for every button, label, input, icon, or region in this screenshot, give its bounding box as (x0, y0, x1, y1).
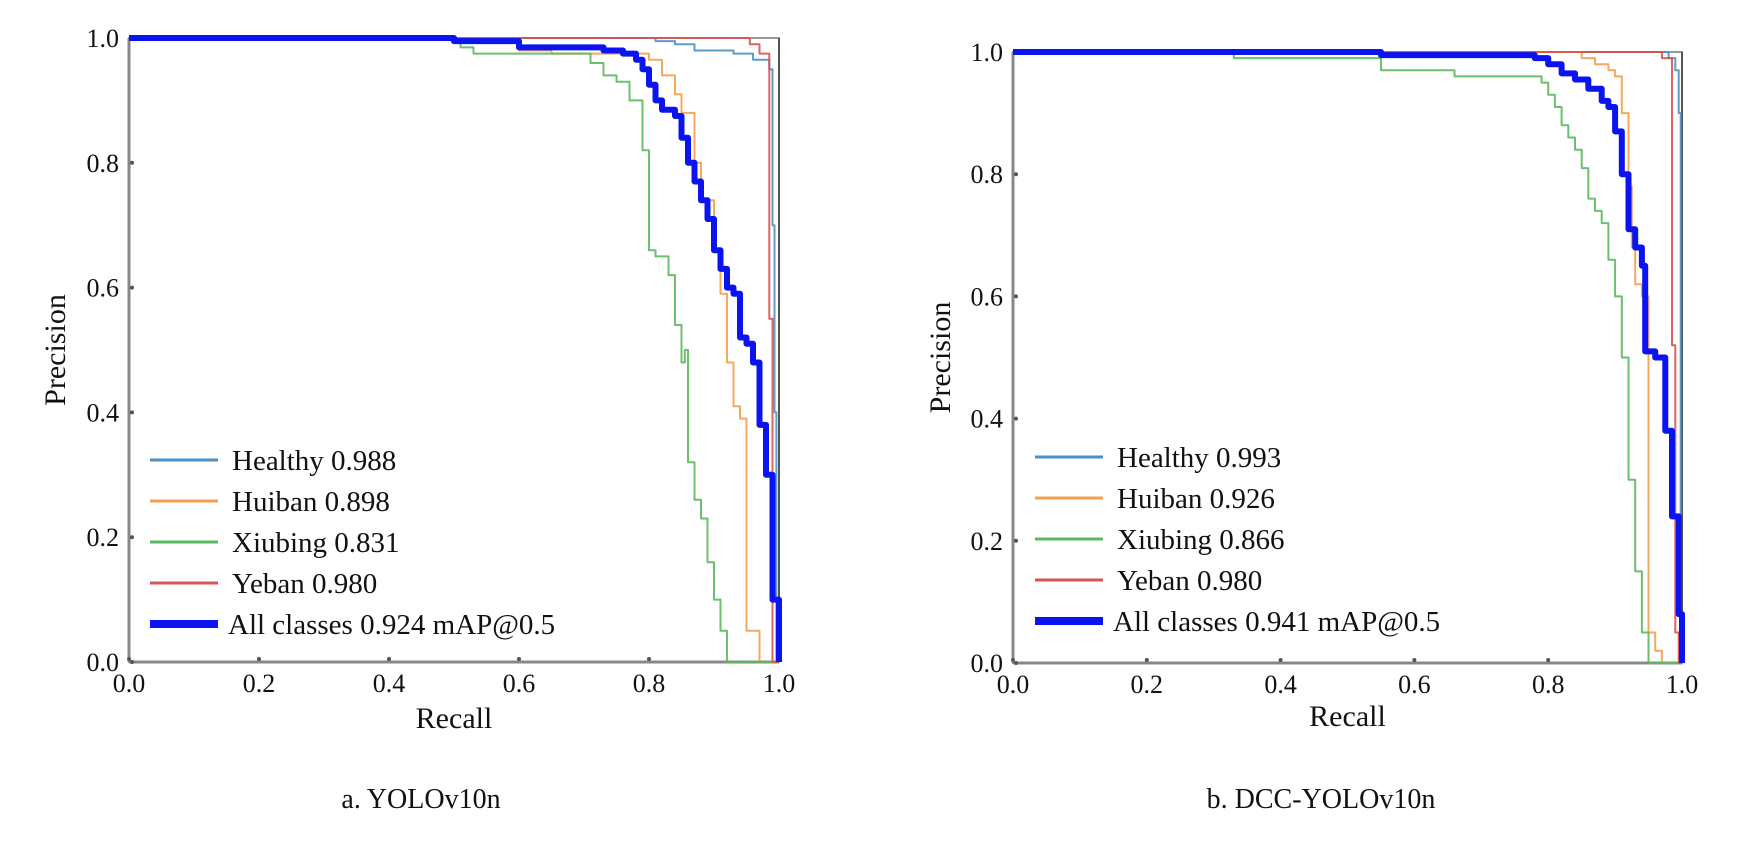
x-tick-mark (127, 657, 131, 661)
legend-label: Yeban 0.980 (232, 568, 377, 600)
x-tick-label: 0.4 (1264, 670, 1297, 699)
y-tick-label: 0.6 (971, 282, 1004, 311)
y-tick-mark (1014, 661, 1018, 665)
y-tick-mark (130, 410, 134, 415)
plot-frame (1012, 51, 1683, 664)
legend-label: All classes 0.941 mAP@0.5 (1113, 606, 1440, 638)
y-tick-mark (1014, 416, 1018, 421)
series-line-xiubing (129, 37, 779, 663)
x-tick-label: 0.2 (1131, 670, 1164, 699)
x-tick-label: 0.6 (1398, 670, 1431, 699)
panel-caption: b. DCC-YOLOv10n (1207, 784, 1436, 815)
y-tick-mark (130, 160, 134, 165)
x-tick-mark (1412, 658, 1417, 662)
x-tick-label: 0.2 (243, 669, 276, 698)
x-tick-mark (1278, 658, 1283, 662)
y-tick-label: 1.0 (971, 38, 1004, 67)
series-line-all-classes (129, 35, 782, 662)
y-axis-label: Precision (39, 294, 72, 406)
y-tick-mark (130, 535, 134, 540)
y-tick-label: 0.0 (971, 649, 1004, 678)
x-tick-mark (257, 657, 261, 661)
y-tick-label: 1.0 (87, 24, 120, 53)
y-tick-label: 0.8 (971, 160, 1004, 189)
x-tick-label: 1.0 (763, 669, 796, 698)
y-tick-label: 0.2 (87, 523, 120, 552)
legend-label: Yeban 0.980 (1117, 565, 1262, 597)
legend-label: All classes 0.924 mAP@0.5 (228, 609, 555, 641)
x-tick-mark (1144, 658, 1149, 662)
legend-label: Huiban 0.926 (1117, 483, 1275, 515)
series-line-healthy (129, 37, 779, 663)
x-tick-label: 0.8 (633, 669, 666, 698)
chart-panel-b: 0.0 0.2 0.4 0.6 0.8 1.0 0.0 0.2 0.4 0.6 0.8 1.0 Reca… (924, 38, 1698, 815)
series-line-healthy (1013, 51, 1682, 664)
legend: Healthy 0.993 Huiban 0.926 Xiubing 0.866 Ye… (1035, 442, 1440, 638)
chart-panel-a: 0.0 0.2 0.4 0.6 0.8 1.0 0.0 0.2 0.4 0.6 0.8 1.0 Reca… (39, 24, 795, 815)
y-tick-mark (1014, 294, 1018, 299)
series-line-huiban (1013, 51, 1682, 664)
x-tick-label: 0.0 (997, 670, 1030, 699)
x-axis-label: Recall (1309, 700, 1386, 733)
series-line-yeban (1013, 51, 1682, 664)
series-line-xiubing (1013, 51, 1682, 664)
y-tick-label: 0.4 (87, 398, 120, 427)
y-tick-mark (1014, 538, 1018, 543)
y-tick-mark (130, 660, 134, 664)
legend-label: Healthy 0.988 (232, 445, 396, 477)
y-tick-mark (1014, 172, 1018, 177)
x-tick-mark (1011, 658, 1015, 662)
y-tick-label: 0.8 (87, 149, 120, 178)
x-tick-label: 0.6 (503, 669, 536, 698)
series-line-all-classes (1013, 49, 1685, 663)
x-tick-mark (387, 657, 391, 661)
x-tick-label: 0.8 (1532, 670, 1565, 699)
y-tick-label: 0.2 (971, 527, 1004, 556)
y-tick-label: 0.0 (87, 648, 120, 677)
x-tick-label: 0.0 (113, 669, 146, 698)
x-axis-label: Recall (416, 702, 493, 735)
x-tick-mark (647, 657, 651, 661)
y-axis-label: Precision (924, 302, 957, 414)
legend-label: Xiubing 0.831 (232, 527, 400, 559)
legend-label: Xiubing 0.866 (1117, 524, 1285, 556)
x-tick-mark (517, 657, 521, 661)
legend: Healthy 0.988 Huiban 0.898 Xiubing 0.831 Ye… (150, 445, 555, 641)
y-tick-label: 0.6 (87, 274, 120, 303)
x-tick-label: 1.0 (1666, 670, 1699, 699)
y-tick-mark (130, 285, 134, 290)
panel-caption: a. YOLOv10n (341, 784, 500, 815)
y-tick-label: 0.4 (971, 405, 1004, 434)
legend-label: Healthy 0.993 (1117, 442, 1281, 474)
x-tick-label: 0.4 (373, 669, 406, 698)
legend-label: Huiban 0.898 (232, 486, 390, 518)
x-tick-mark (1546, 658, 1551, 662)
